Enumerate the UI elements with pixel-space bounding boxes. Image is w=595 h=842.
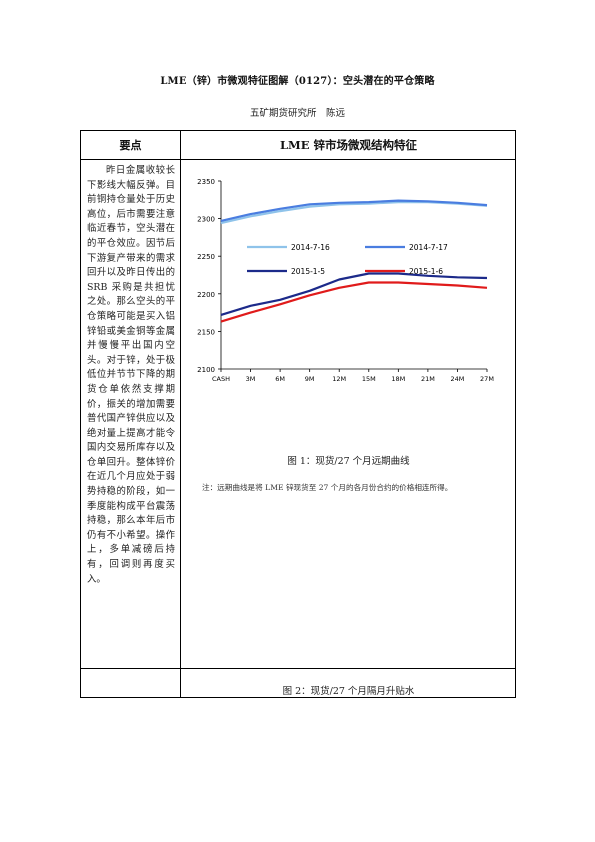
forward-curve-chart: 2100 2150 2200 2250 2300 2350 CASH 3M 6M 9M 12M 15M… [187, 169, 507, 409]
series-line-2015-1-6 [220, 281, 488, 323]
x-tick-label: 9M [305, 375, 315, 383]
y-tick-label: 2150 [197, 328, 215, 336]
document-title: LME（锌）市微观特征图解（0127）：空头潜在的平仓策略 [160, 76, 435, 87]
row-divider [81, 668, 515, 669]
x-tick-label: CASH [212, 375, 230, 383]
figure-2-caption: 图 2：现货/27 个月隔月升贴水 [282, 686, 415, 697]
y-tick-label: 2350 [197, 178, 215, 186]
legend-label: 2014-7-17 [409, 243, 448, 252]
x-tick-label: 24M [450, 375, 464, 383]
column-divider [180, 131, 181, 697]
header-divider [81, 159, 515, 160]
y-tick-label: 2100 [197, 366, 215, 374]
series-line-2014-7-17 [220, 199, 488, 222]
market-structure-header: LME 锌市场微观结构特征 [279, 138, 418, 152]
x-tick-label: 18M [391, 375, 405, 383]
x-tick-label: 21M [421, 375, 435, 383]
legend-label: 2015-1-5 [291, 267, 325, 276]
x-tick-label: 3M [246, 375, 256, 383]
x-tick-label: 6M [275, 375, 285, 383]
x-tick-label: 15M [362, 375, 376, 383]
x-tick-label: 12M [332, 375, 346, 383]
key-points-header: 要点 [119, 139, 142, 152]
figure-1-note: 注：远期曲线是将 LME 锌现货至 27 个月的各月份合约的价格相连所得。 [202, 483, 453, 492]
author-line: 五矿期货研究所 陈远 [249, 108, 345, 119]
key-points-text: 昨日金属收较长下影线大幅反弹。目前铜持仓量处于历史高位，后市需要注意临近春节，空… [87, 165, 175, 585]
series-line-2015-1-5 [220, 272, 488, 316]
x-tick-label: 27M [480, 375, 494, 383]
content-table: 要点 LME 锌市场微观结构特征 昨日金属收较长下影线大幅反弹。目前铜持仓量处于… [80, 130, 516, 698]
y-tick-label: 2250 [197, 253, 215, 261]
y-tick-label: 2200 [197, 291, 215, 299]
figure-1-caption: 图 1：现货/27 个月远期曲线 [287, 456, 410, 467]
y-tick-label: 2300 [197, 216, 215, 224]
legend-label: 2015-1-6 [409, 267, 443, 276]
legend-label: 2014-7-16 [291, 243, 330, 252]
